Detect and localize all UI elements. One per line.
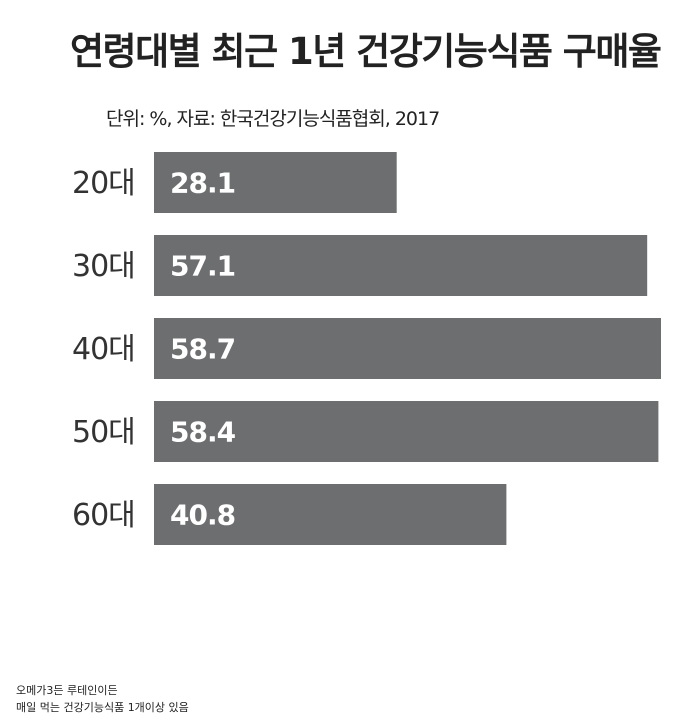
value-label: 28.1: [170, 167, 235, 200]
value-label: 58.4: [170, 416, 236, 449]
value-label: 58.7: [170, 333, 235, 366]
category-label: 60대: [72, 498, 135, 533]
annotation: 오메가3든 루테인이든: [16, 684, 118, 697]
chart-title: 연령대별 최근 1년 건강기능식품 구매율: [70, 30, 662, 73]
annotation: 매일 먹는 건강기능식품 1개이상 있음: [16, 701, 189, 714]
category-label: 50대: [72, 415, 135, 450]
category-label: 30대: [72, 249, 135, 284]
bar: [154, 401, 659, 462]
bar: [154, 484, 507, 545]
category-label: 40대: [72, 332, 135, 367]
header: 연령대별 최근 1년 건강기능식품 구매율단위: %, 자료: 한국건강기능식품…: [70, 22, 680, 150]
chart: 28.1 20대 57.1 30대 58.7 40대 58.4 50대 40.8 60대: [72, 152, 661, 545]
value-label: 40.8: [170, 499, 235, 532]
chart-subtitle: 단위: %, 자료: 한국건강기능식품협회, 2017: [106, 108, 440, 130]
bar: [154, 152, 397, 213]
category-label: 20대: [72, 166, 135, 201]
bar: [154, 235, 648, 296]
value-label: 57.1: [170, 250, 235, 283]
bar: [154, 318, 661, 379]
